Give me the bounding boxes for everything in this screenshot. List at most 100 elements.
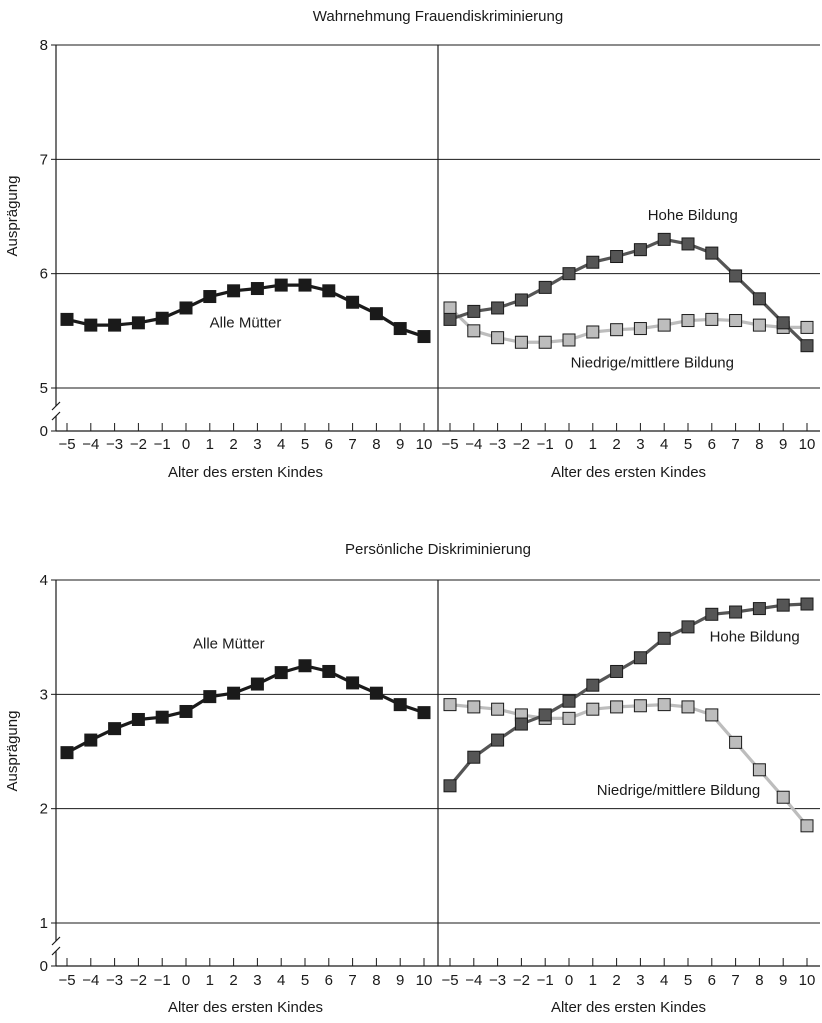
data-point <box>84 733 98 747</box>
data-point <box>800 819 814 833</box>
series-line <box>448 306 807 344</box>
data-point <box>108 318 122 332</box>
x-tick-label: 8 <box>755 972 763 989</box>
x-tick-label: 2 <box>229 436 237 453</box>
data-point <box>250 282 264 296</box>
data-point <box>298 659 312 673</box>
x-tick-label: −2 <box>130 436 147 453</box>
x-tick-label: 4 <box>660 436 668 453</box>
x-tick-label: 6 <box>325 436 333 453</box>
data-point <box>322 664 336 678</box>
data-point <box>203 290 217 304</box>
panel-0: −5 −4 −3 −2 −1 0 1 2 3 4 5 6 7 8 9 10 Alter des ersten K… <box>58 636 432 1016</box>
x-tick-label: −4 <box>82 972 99 989</box>
data-point <box>60 312 74 326</box>
data-point <box>538 280 552 294</box>
data-point <box>681 620 695 634</box>
x-tick-label: −5 <box>58 436 75 453</box>
data-point <box>562 694 576 708</box>
x-tick-label: 9 <box>396 436 404 453</box>
data-point <box>179 301 193 315</box>
x-axis-label: Alter des ersten Kindes <box>168 464 323 481</box>
chart-title: Wahrnehmung Frauendiskriminierung <box>313 8 563 25</box>
x-tick-label: −5 <box>441 436 458 453</box>
data-point <box>776 316 790 330</box>
data-point <box>776 790 790 804</box>
x-tick-label: 4 <box>277 972 285 989</box>
x-tick-label: 0 <box>565 436 573 453</box>
x-tick-label: 6 <box>708 436 716 453</box>
data-point <box>369 307 383 321</box>
series-Hohe Bildung <box>443 597 814 793</box>
data-point <box>298 278 312 292</box>
series-label: Hohe Bildung <box>648 207 738 224</box>
series-Alle Mütter <box>60 659 431 760</box>
data-point <box>131 712 145 726</box>
x-tick-label: 0 <box>565 972 573 989</box>
x-tick-label: −5 <box>58 972 75 989</box>
y-tick-label: 5 <box>40 380 48 397</box>
x-tick-label: 10 <box>799 436 816 453</box>
data-point <box>586 678 600 692</box>
data-point <box>155 311 169 325</box>
data-point <box>322 284 336 298</box>
x-tick-label: 8 <box>755 436 763 453</box>
series-label: Alle Mütter <box>193 636 265 653</box>
data-point <box>657 631 671 645</box>
data-point <box>562 333 576 347</box>
y-tick-label: 8 <box>40 37 48 54</box>
x-tick-label: 7 <box>348 436 356 453</box>
x-tick-label: 5 <box>301 972 309 989</box>
series-line <box>449 237 809 347</box>
data-point <box>705 246 719 260</box>
data-point <box>729 314 743 328</box>
x-tick-label: 8 <box>372 972 380 989</box>
data-point <box>417 706 431 720</box>
x-tick-label: −4 <box>465 436 482 453</box>
x-tick-label: 7 <box>348 972 356 989</box>
y-axis-label: Ausprägung <box>4 176 21 257</box>
data-point <box>562 267 576 281</box>
x-tick-label: 3 <box>253 436 261 453</box>
data-point <box>84 318 98 332</box>
x-tick-label: 10 <box>416 972 433 989</box>
data-point <box>131 316 145 330</box>
x-axis-label: Alter des ersten Kindes <box>168 999 323 1016</box>
x-tick-label: −2 <box>513 972 530 989</box>
data-point <box>443 698 457 712</box>
data-point <box>681 237 695 251</box>
data-point <box>776 598 790 612</box>
series-label: Hohe Bildung <box>710 629 800 646</box>
x-tick-label: 5 <box>684 436 692 453</box>
series-Alle Mütter <box>60 278 431 344</box>
x-tick-label: −1 <box>537 436 554 453</box>
series-line <box>448 602 808 787</box>
series-Niedrige/mittlere Bildung <box>443 698 814 833</box>
data-point <box>633 243 647 257</box>
data-point <box>393 322 407 336</box>
data-point <box>729 269 743 283</box>
data-point <box>443 312 457 326</box>
x-tick-label: 10 <box>416 436 433 453</box>
data-point <box>346 676 360 690</box>
data-point <box>227 686 241 700</box>
data-point <box>800 339 814 353</box>
x-tick-label: 1 <box>589 436 597 453</box>
data-point <box>800 320 814 334</box>
x-tick-label: 5 <box>301 436 309 453</box>
data-point <box>657 232 671 246</box>
data-point <box>562 711 576 725</box>
series-label: Niedrige/mittlere Bildung <box>597 782 760 799</box>
x-tick-label: −3 <box>106 436 123 453</box>
data-point <box>467 750 481 764</box>
x-axis-label: Alter des ersten Kindes <box>551 464 706 481</box>
data-point <box>610 250 624 264</box>
data-point <box>155 710 169 724</box>
data-point <box>729 735 743 749</box>
data-point <box>610 700 624 714</box>
data-point <box>393 698 407 712</box>
x-tick-label: 8 <box>372 436 380 453</box>
series-Niedrige/mittlere Bildung <box>443 301 814 349</box>
series-line <box>66 283 425 339</box>
x-tick-label: 0 <box>182 972 190 989</box>
